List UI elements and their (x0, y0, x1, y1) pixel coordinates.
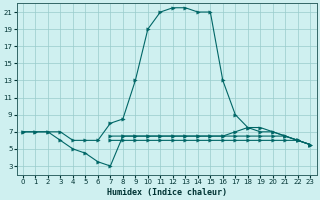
X-axis label: Humidex (Indice chaleur): Humidex (Indice chaleur) (107, 188, 227, 197)
